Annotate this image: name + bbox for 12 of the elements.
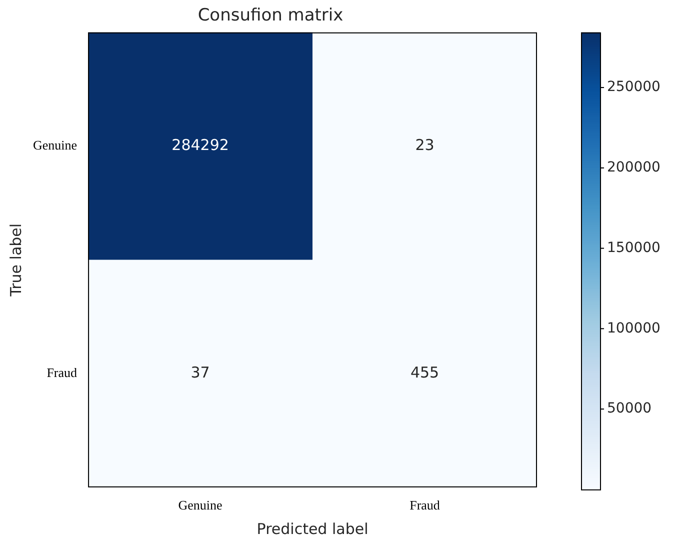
color-bar-label: 150000 bbox=[607, 240, 660, 256]
color-bar-label: 200000 bbox=[607, 160, 660, 176]
color-bar-label: 250000 bbox=[607, 79, 660, 96]
data-label: 23 bbox=[415, 136, 434, 154]
data-label: 455 bbox=[410, 364, 440, 382]
chart-title: Consufion matrix bbox=[198, 6, 344, 26]
data-label: 37 bbox=[190, 364, 210, 382]
data-label: 284292 bbox=[172, 136, 229, 154]
color-bar-label: 50000 bbox=[607, 400, 652, 417]
y-axis-title: True label bbox=[6, 223, 25, 298]
color-bar-label: 100000 bbox=[607, 320, 660, 336]
x-axis-title: Predicted label bbox=[256, 520, 368, 538]
